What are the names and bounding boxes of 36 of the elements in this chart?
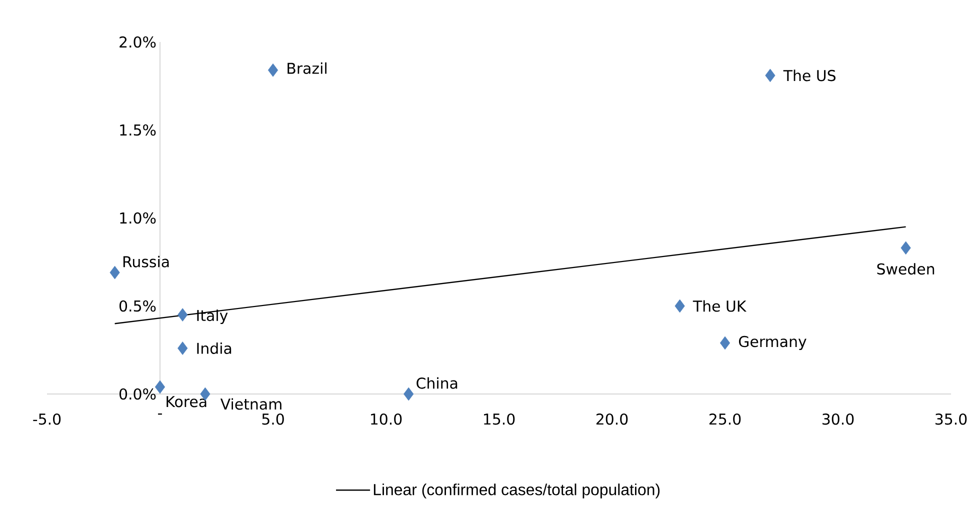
annotation: The US [783,70,836,82]
annotation: Vietnam [220,398,282,410]
point [720,336,730,350]
point [404,387,414,401]
annotation: Sweden [877,263,934,275]
y-tick-label: 1.0% [120,212,156,224]
point [154,380,166,394]
annotation: Germany [739,336,806,350]
annotation: Russia [123,256,169,268]
y-tick-label: 2.0% [120,36,156,48]
legend-label: Linear (confirmed cases/total population) [374,484,660,498]
y-tick-label: 0.0% [120,388,156,400]
x-tick-label: -5.0 [33,413,61,425]
point [178,342,188,355]
annotation: China [416,377,458,389]
point [110,266,120,280]
annotation: India [197,342,232,354]
point [178,308,188,322]
point [765,68,776,82]
annotation: Korea [166,396,206,408]
x-tick-label: - [158,413,162,415]
x-tick-label: 5.0 [262,413,284,425]
annotation: Brazil [288,62,326,74]
x-tick-label: 15.0 [484,413,515,425]
point [674,299,685,313]
y-tick-label: 1.5% [120,124,156,136]
point [268,63,278,77]
x-tick-label: 25.0 [709,413,741,425]
annotation: The UK [692,300,747,312]
point [900,241,911,255]
x-tick-label: 35.0 [936,413,967,425]
annotation: Italy [197,310,228,324]
x-tick-label: 30.0 [822,413,854,425]
x-tick-label: 20.0 [596,413,628,425]
y-tick-label: 0.5% [120,300,156,312]
x-tick-label: 10.0 [371,413,402,425]
